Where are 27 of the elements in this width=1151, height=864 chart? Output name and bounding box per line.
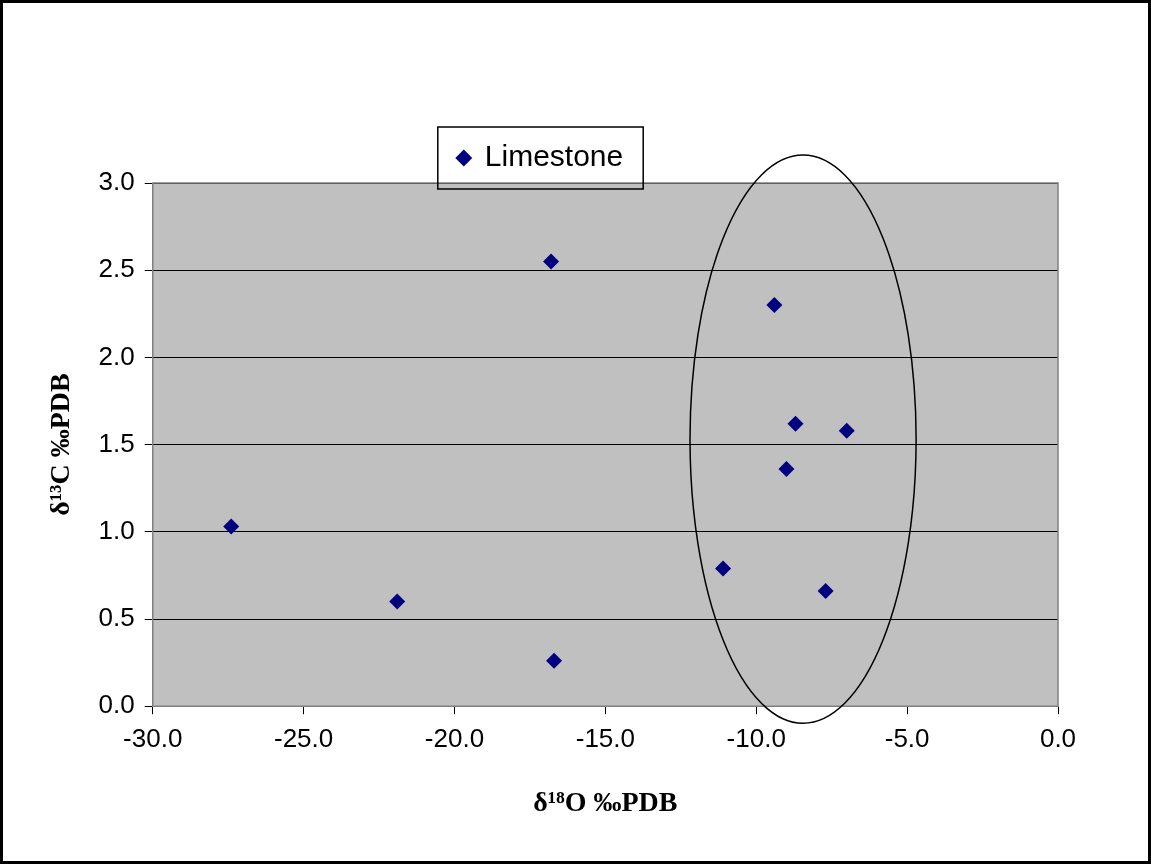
point [778,461,795,478]
point [766,297,783,314]
x-tick-label: -5.0 [884,722,930,753]
point [787,415,804,432]
y-tick-label: 2.5 [98,253,135,284]
legend-label: Limestone [484,139,624,173]
x-tick-label: -10.0 [726,722,786,753]
y-tick-label: 2.0 [98,340,135,371]
y-tick-label: 1.0 [98,514,135,545]
x-axis-title: δ¹⁸O ‰PDB [533,786,678,818]
point [817,583,834,600]
y-tick-label: 3.0 [98,166,135,197]
x-tick-label: 0.0 [1039,722,1077,753]
x-tick-label: -30.0 [123,722,183,753]
point [543,253,560,270]
x-tick-label: -25.0 [273,722,334,753]
point [223,518,240,535]
x-tick-label: -15.0 [575,722,635,753]
x-tick-label: -20.0 [424,722,485,753]
y-tick-label: 1.5 [98,427,135,458]
y-tick-label: 0.0 [98,689,135,720]
point [715,560,732,577]
point [389,593,406,610]
point [838,422,855,439]
y-axis-title: δ¹³C ‰PDB [44,373,76,516]
y-tick-label: 0.5 [98,602,135,633]
point [546,652,563,669]
